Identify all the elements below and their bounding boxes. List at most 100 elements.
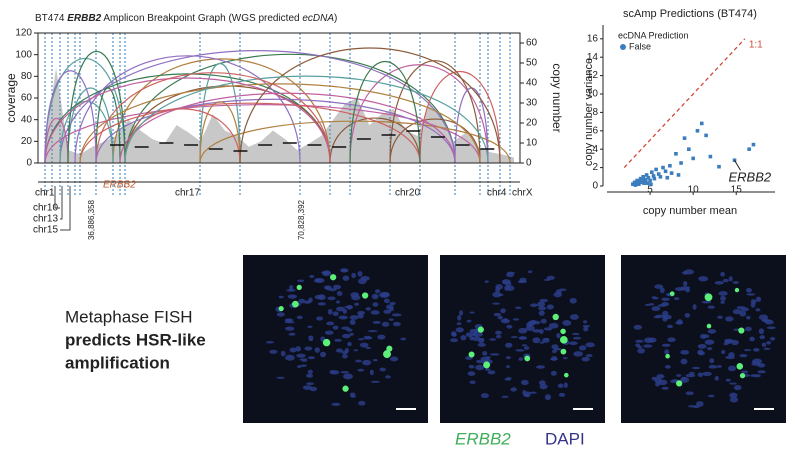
chromosome-label: chr1 <box>35 188 55 199</box>
point <box>654 167 658 172</box>
chromosome <box>308 335 314 340</box>
chromosome <box>336 306 345 312</box>
chromosome <box>459 310 464 316</box>
chromosome <box>544 338 549 341</box>
breakpoint-arc <box>329 117 421 164</box>
point <box>708 154 713 159</box>
chromosome <box>365 307 372 311</box>
point <box>639 180 644 185</box>
chromosome <box>766 341 772 345</box>
chromosome <box>484 368 491 371</box>
chromosome <box>658 379 668 386</box>
chromosome <box>469 311 475 314</box>
chromosome <box>383 298 390 304</box>
breakpoint-arc <box>59 50 456 164</box>
fish-signal <box>468 351 475 358</box>
chromosome <box>540 318 547 324</box>
chromosome <box>327 296 336 301</box>
point <box>633 183 638 187</box>
chromosome <box>342 354 348 359</box>
title-part: Amplicon Breakpoint Graph (WGS predicted <box>101 13 302 24</box>
chromosome <box>372 358 378 362</box>
point <box>640 178 645 183</box>
chromosome <box>340 268 349 273</box>
chromosome <box>724 338 734 343</box>
fish-signal <box>669 291 675 297</box>
breakpoint-arc <box>79 102 421 164</box>
chromosome <box>572 336 582 340</box>
chromosome <box>307 356 316 360</box>
chromosome <box>285 354 295 361</box>
chromosome <box>324 330 334 335</box>
chromosome <box>391 313 402 317</box>
chromosome <box>289 347 297 353</box>
point <box>679 161 683 165</box>
fish-signal <box>665 353 670 359</box>
chromosome <box>717 315 723 319</box>
point <box>651 174 656 178</box>
chromosome <box>532 337 541 344</box>
chromosome <box>316 316 324 321</box>
chromosome <box>697 343 707 349</box>
chromosome <box>304 346 313 351</box>
chromosome <box>538 310 545 316</box>
chromosome <box>543 327 553 331</box>
chromosome <box>521 344 528 347</box>
chromosome <box>334 338 342 342</box>
point <box>674 152 678 156</box>
chromosome <box>720 300 725 304</box>
breakpoint-arc <box>59 101 114 164</box>
breakpoint-arc <box>95 87 121 164</box>
chromosome <box>556 332 561 339</box>
chromosome <box>495 330 502 335</box>
chromosome <box>571 332 580 336</box>
chromosome <box>644 337 654 344</box>
chromosome <box>667 337 676 343</box>
chromosome <box>578 345 587 351</box>
chromosome <box>350 292 360 298</box>
chromosome <box>708 364 718 369</box>
chromosome <box>661 301 670 307</box>
chromosome <box>544 394 551 401</box>
chromosome <box>285 326 295 331</box>
chromosome <box>349 332 354 336</box>
legend-label: DAPI <box>545 429 585 448</box>
chromosome <box>314 278 321 282</box>
chromosome <box>727 365 737 372</box>
chromosome <box>369 369 374 376</box>
breakpoint-arc <box>67 87 114 164</box>
chromosome <box>371 293 379 300</box>
chromosome <box>519 277 527 283</box>
chromosome <box>357 270 363 277</box>
chromosome <box>328 288 337 292</box>
chromosome <box>320 351 327 358</box>
breakpoint-arc <box>419 71 501 164</box>
point <box>658 175 663 179</box>
chromosome <box>551 349 557 354</box>
point <box>648 178 652 183</box>
chromosome <box>523 346 530 350</box>
chromosome <box>527 270 533 274</box>
y-tick-label: 20 <box>21 136 33 147</box>
chromosome <box>568 341 578 346</box>
breakpoint-arc <box>199 62 241 164</box>
chromosome <box>763 347 771 350</box>
chromosome <box>493 312 502 317</box>
chromosome <box>582 320 588 324</box>
chromosome <box>504 378 510 381</box>
chromosome <box>317 302 326 306</box>
chromosome <box>729 396 739 403</box>
identity-line <box>623 38 746 169</box>
chromosome <box>662 316 668 322</box>
chromosome <box>497 315 504 320</box>
fish-signal <box>524 355 531 362</box>
chromosome <box>510 387 517 392</box>
chromosome <box>510 336 519 339</box>
breakpoint-arc <box>74 55 301 164</box>
title-part: BT474 <box>35 13 67 24</box>
chromosome <box>284 318 294 322</box>
chromosome <box>349 392 356 397</box>
chromosome <box>357 338 365 341</box>
chromosome <box>363 335 372 340</box>
